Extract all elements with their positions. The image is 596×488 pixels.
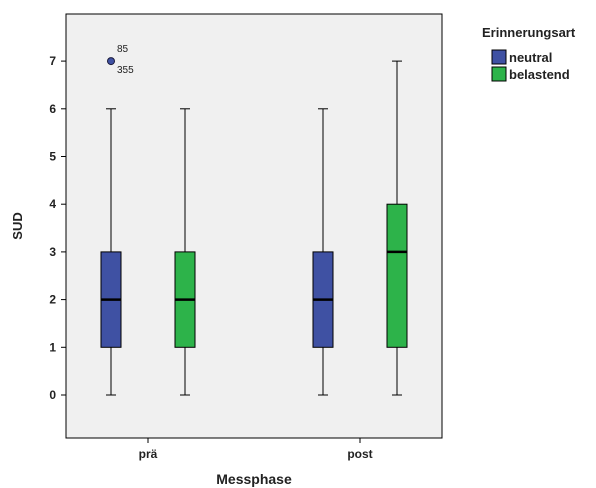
legend-label-belastend: belastend bbox=[509, 67, 570, 82]
x-axis-label: Messphase bbox=[216, 471, 292, 487]
box-group bbox=[100, 60, 408, 396]
x-axis: prä post bbox=[139, 438, 373, 461]
y-tick-label: 0 bbox=[49, 388, 56, 402]
plot-area bbox=[65, 13, 443, 439]
x-tick-label: prä bbox=[139, 447, 158, 461]
outlier-label: 85 bbox=[117, 44, 129, 55]
box-neutral-post bbox=[312, 108, 334, 396]
y-tick-label: 7 bbox=[49, 54, 56, 68]
y-axis-label: SUD bbox=[10, 212, 25, 239]
legend-label-neutral: neutral bbox=[509, 50, 552, 65]
box-body bbox=[386, 203, 408, 348]
box-neutral-prä bbox=[100, 108, 122, 396]
y-tick-label: 4 bbox=[49, 197, 56, 211]
legend: Erinnerungsart neutral belastend bbox=[482, 25, 576, 82]
box-belastend-post bbox=[386, 60, 408, 396]
legend-swatch-belastend bbox=[491, 66, 507, 82]
y-tick-label: 1 bbox=[49, 340, 56, 354]
legend-title: Erinnerungsart bbox=[482, 25, 576, 40]
legend-swatch-neutral bbox=[491, 49, 507, 65]
y-tick-label: 2 bbox=[49, 293, 56, 307]
y-tick-label: 5 bbox=[49, 150, 56, 164]
outlier-point bbox=[107, 57, 115, 66]
y-axis: 0 1 2 3 4 5 6 7 bbox=[49, 54, 66, 402]
y-tick-label: 3 bbox=[49, 245, 56, 259]
box-belastend-prä bbox=[174, 108, 196, 396]
y-tick-label: 6 bbox=[49, 102, 56, 116]
outlier-group: 85 355 bbox=[107, 44, 134, 76]
outlier-label: 355 bbox=[117, 65, 134, 76]
x-tick-label: post bbox=[347, 447, 372, 461]
